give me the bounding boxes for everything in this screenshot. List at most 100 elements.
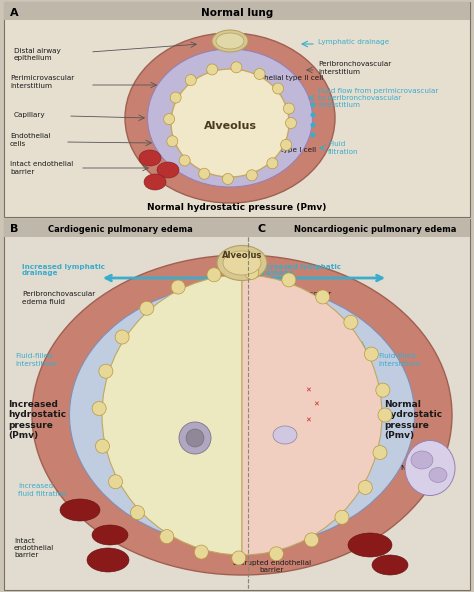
- Text: Impaired transport
of Na⁺, Cl⁻, and
H₂O with reduced
clearance of edema fluid: Impaired transport of Na⁺, Cl⁻, and H₂O …: [253, 404, 328, 426]
- Text: Fluid
filtration: Fluid filtration: [328, 141, 358, 155]
- Text: Fluid-filled
interstitium: Fluid-filled interstitium: [378, 353, 420, 366]
- FancyBboxPatch shape: [4, 219, 470, 590]
- Text: Neutrophil: Neutrophil: [265, 435, 299, 440]
- Text: C: C: [258, 224, 266, 234]
- Circle shape: [310, 123, 316, 127]
- Text: Alveolar
flooding by
bulk flow: Alveolar flooding by bulk flow: [165, 478, 211, 498]
- Circle shape: [305, 533, 319, 547]
- Text: ✕: ✕: [305, 417, 311, 423]
- Circle shape: [170, 92, 181, 103]
- Circle shape: [373, 446, 387, 459]
- Circle shape: [167, 136, 178, 147]
- Circle shape: [281, 139, 292, 150]
- Circle shape: [186, 429, 204, 447]
- Ellipse shape: [405, 440, 455, 496]
- Circle shape: [160, 530, 174, 543]
- Circle shape: [378, 408, 392, 422]
- Circle shape: [282, 273, 296, 287]
- Ellipse shape: [348, 533, 392, 557]
- Text: Transport of
Na⁺, Cl⁻, and H₂O
drives removal of
alveolar edema: Transport of Na⁺, Cl⁻, and H₂O drives re…: [142, 441, 194, 463]
- Text: ✕: ✕: [313, 402, 319, 408]
- Text: Peribronchovascular
interstitium: Peribronchovascular interstitium: [318, 62, 391, 75]
- Text: Alveolar flooding due
to increased epithelial
permeability: Alveolar flooding due to increased epith…: [255, 458, 335, 478]
- Ellipse shape: [147, 49, 312, 187]
- Ellipse shape: [429, 468, 447, 482]
- Circle shape: [246, 170, 257, 181]
- FancyBboxPatch shape: [4, 2, 470, 20]
- Circle shape: [254, 69, 265, 79]
- Circle shape: [179, 422, 211, 454]
- Text: Endothelial
cells: Endothelial cells: [10, 134, 50, 146]
- Ellipse shape: [60, 499, 100, 521]
- Circle shape: [285, 117, 297, 128]
- Circle shape: [273, 83, 283, 94]
- Text: Alveolus: Alveolus: [203, 121, 256, 131]
- Text: Alveolus: Alveolus: [222, 250, 262, 259]
- Circle shape: [179, 155, 190, 166]
- Circle shape: [199, 168, 210, 179]
- Text: Increased
fluid filtration: Increased fluid filtration: [18, 484, 66, 497]
- Text: Normal lung: Normal lung: [201, 8, 273, 18]
- Circle shape: [171, 280, 185, 294]
- Text: Disrupted epithelial
barrier: Disrupted epithelial barrier: [262, 487, 324, 497]
- Ellipse shape: [223, 251, 261, 275]
- Circle shape: [335, 510, 349, 525]
- Circle shape: [376, 383, 390, 397]
- Circle shape: [109, 475, 123, 489]
- Circle shape: [316, 290, 330, 304]
- Circle shape: [358, 481, 372, 494]
- Text: Increased lymphatic
drainage: Increased lymphatic drainage: [258, 263, 341, 276]
- Circle shape: [92, 401, 106, 416]
- Text: Neutrophil: Neutrophil: [400, 465, 438, 471]
- Text: A: A: [10, 8, 18, 18]
- Text: Peribronchovascular
edema fluid: Peribronchovascular edema fluid: [22, 291, 95, 304]
- Circle shape: [283, 103, 294, 114]
- Ellipse shape: [157, 162, 179, 178]
- Ellipse shape: [217, 246, 267, 281]
- Ellipse shape: [87, 548, 129, 572]
- Circle shape: [267, 158, 278, 169]
- Text: Capillary: Capillary: [14, 112, 46, 118]
- Text: Cardiogenic pulmonary edema: Cardiogenic pulmonary edema: [47, 224, 192, 233]
- Ellipse shape: [32, 255, 452, 575]
- Ellipse shape: [125, 33, 335, 203]
- Circle shape: [231, 62, 242, 73]
- Text: Noncardiogenic pulmonary edema: Noncardiogenic pulmonary edema: [294, 224, 456, 233]
- Text: Perimicrovascular
interstitium: Perimicrovascular interstitium: [10, 76, 74, 88]
- Circle shape: [344, 316, 358, 329]
- Text: Increased lymphatic
drainage: Increased lymphatic drainage: [22, 263, 105, 276]
- Wedge shape: [242, 275, 382, 555]
- Ellipse shape: [70, 282, 414, 548]
- Text: Normal hydrostatic pressure (Pmv): Normal hydrostatic pressure (Pmv): [147, 202, 327, 211]
- Circle shape: [310, 133, 316, 137]
- FancyBboxPatch shape: [4, 219, 470, 237]
- Text: Increased
hydrostatic
pressure
(Pmv): Increased hydrostatic pressure (Pmv): [8, 400, 66, 440]
- Circle shape: [232, 551, 246, 565]
- Circle shape: [245, 265, 259, 279]
- Text: Peribronchovascular
edema fluid: Peribronchovascular edema fluid: [258, 291, 331, 304]
- Ellipse shape: [144, 174, 166, 190]
- Text: Fluid flow from perimicrovascular
to peribronchovascular
interstitium: Fluid flow from perimicrovascular to per…: [318, 88, 438, 108]
- Circle shape: [164, 114, 174, 124]
- Circle shape: [194, 545, 209, 559]
- Circle shape: [207, 64, 218, 75]
- Text: B: B: [10, 224, 18, 234]
- Text: Macrophage: Macrophage: [175, 435, 214, 440]
- Circle shape: [310, 102, 316, 108]
- Ellipse shape: [216, 33, 244, 49]
- Text: Fluid-filled
interstitium: Fluid-filled interstitium: [15, 353, 57, 366]
- Wedge shape: [102, 275, 242, 555]
- Ellipse shape: [273, 426, 297, 444]
- Text: Epithelial type II cell: Epithelial type II cell: [250, 75, 323, 81]
- Circle shape: [310, 112, 316, 117]
- Ellipse shape: [139, 150, 161, 166]
- Ellipse shape: [411, 451, 433, 469]
- Ellipse shape: [171, 69, 289, 177]
- Text: Protein-rich
edema fluid: Protein-rich edema fluid: [273, 381, 322, 394]
- Ellipse shape: [372, 555, 408, 575]
- Text: Normal
hydrostatic
pressure
(Pmv): Normal hydrostatic pressure (Pmv): [384, 400, 442, 440]
- Circle shape: [99, 364, 113, 378]
- Circle shape: [185, 75, 196, 86]
- Text: Intact endothelial
barrier: Intact endothelial barrier: [10, 162, 73, 175]
- Ellipse shape: [212, 30, 248, 52]
